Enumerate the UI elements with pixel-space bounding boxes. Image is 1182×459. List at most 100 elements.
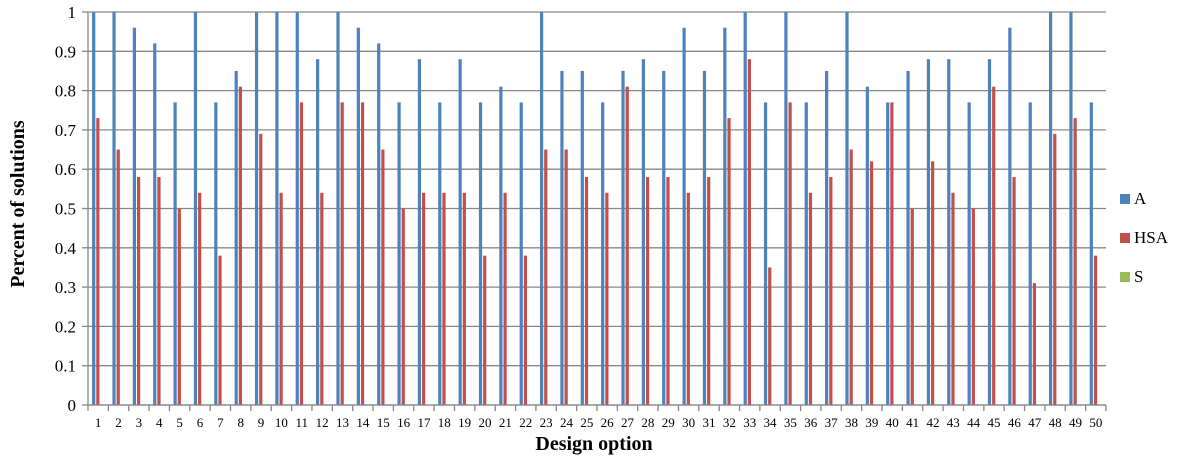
bar-a-34 [763,102,768,405]
bar-hsa-32 [727,118,731,406]
x-tick-label: 33 [743,415,756,430]
y-tick-label: 0.8 [55,82,76,101]
bar-a-41 [906,70,910,405]
bar-a-24 [560,70,564,405]
bar-a-3 [132,27,136,405]
bar-hsa-3 [136,177,141,405]
x-tick-label: 28 [641,415,654,430]
x-tick-label: 50 [1089,415,1102,430]
x-tick-label: 30 [682,415,695,430]
bar-hsa-39 [869,161,874,405]
bar-a-27 [621,70,625,405]
bar-hsa-43 [951,192,955,405]
bar-a-33 [743,12,747,405]
bar-hsa-18 [442,192,446,405]
legend-label-s: S [1134,267,1143,286]
bars [92,12,1098,406]
bar-a-48 [1048,12,1053,405]
x-tick-label: 48 [1049,415,1062,430]
x-tick-label: 47 [1028,415,1042,430]
bar-a-40 [886,102,890,405]
bar-hsa-15 [381,149,385,405]
bar-hsa-7 [218,255,222,405]
legend-swatch-a [1120,194,1130,204]
bar-hsa-28 [645,177,650,405]
y-tick-label: 0 [68,396,77,415]
bar-a-20 [478,102,483,405]
legend: A HSA S [1120,189,1169,286]
x-tick-label: 16 [397,415,411,430]
bar-hsa-46 [1012,177,1016,405]
bar-a-50 [1089,102,1093,405]
bar-a-46 [1008,27,1012,405]
bar-hsa-49 [1073,118,1077,406]
bar-hsa-5 [177,208,181,405]
bar-hsa-30 [686,192,690,405]
bar-a-45 [987,59,992,405]
bar-a-35 [784,12,788,405]
bar-hsa-40 [890,102,894,405]
x-tick-label: 7 [217,415,224,430]
bar-a-2 [112,12,116,405]
bar-hsa-48 [1053,133,1057,405]
bar-a-49 [1069,12,1073,405]
bar-hsa-13 [340,102,344,405]
bar-a-32 [723,27,727,405]
bar-a-17 [417,59,422,405]
bar-hsa-9 [259,133,263,405]
bar-hsa-29 [666,177,670,405]
x-tick-label: 24 [560,415,574,430]
bar-hsa-4 [157,177,161,405]
x-tick-label: 43 [947,415,960,430]
bar-a-7 [214,102,218,405]
x-tick-label: 45 [988,415,1001,430]
bar-a-36 [804,102,808,405]
x-tick-label: 36 [804,415,818,430]
y-tick-labels: 0 0.1 0.2 0.3 0.4 0.5 0.6 0.7 0.8 0.9 1 [55,3,77,415]
bar-hsa-42 [931,161,935,405]
bar-a-42 [926,59,931,405]
y-tick-label: 0.5 [55,200,76,219]
x-tick-label: 17 [417,415,431,430]
bar-a-19 [458,59,462,405]
bar-a-21 [499,86,503,406]
y-tick-label: 0.9 [55,42,76,61]
y-tick-label: 0.6 [55,160,76,179]
x-tick-label: 10 [275,415,288,430]
bar-hsa-12 [320,192,324,405]
legend-label-hsa: HSA [1134,228,1169,247]
bar-a-43 [947,59,951,405]
x-tick-label: 20 [479,415,492,430]
bar-hsa-47 [1032,283,1037,405]
x-tick-label: 13 [336,415,349,430]
legend-swatch-s [1120,272,1130,282]
bar-hsa-31 [707,177,711,405]
bar-hsa-22 [523,255,528,405]
bar-a-23 [539,12,544,405]
x-tick-label: 1 [95,415,102,430]
bar-a-38 [845,12,849,405]
bar-hsa-23 [544,149,548,405]
x-tick-labels: 1 2 3 4 5 6 7 8 9 10 11 12 13 14 15 16 17 18 19 20 21 22 23 24 2… [95,415,1102,430]
bar-hsa-35 [788,102,792,405]
bar-a-13 [336,12,340,405]
x-axis-title: Design option [535,433,652,455]
bar-a-28 [641,59,645,405]
bar-hsa-1 [96,118,100,406]
x-tick-label: 23 [540,415,553,430]
bar-hsa-17 [422,192,426,405]
x-tick-label: 37 [825,415,839,430]
bar-a-16 [397,102,401,405]
x-tick-label: 22 [519,415,532,430]
legend-label-a: A [1134,189,1147,208]
x-tick-label: 12 [316,415,329,430]
bar-hsa-34 [768,267,772,405]
bar-a-22 [519,102,523,405]
bar-a-31 [702,70,707,405]
x-tick-label: 3 [136,415,143,430]
x-tick-label: 41 [906,415,919,430]
y-axis-title: Percent of solutions [7,120,29,288]
x-tick-label: 6 [197,415,204,430]
x-tick-label: 8 [237,415,244,430]
